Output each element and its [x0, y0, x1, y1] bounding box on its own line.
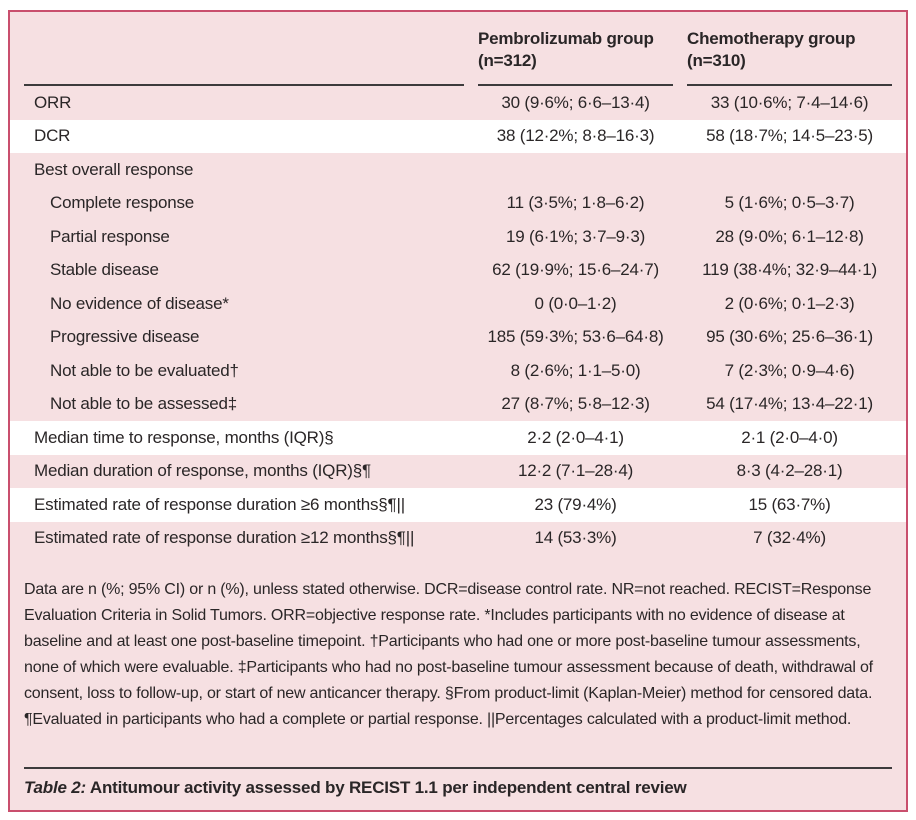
header-spacer — [24, 28, 464, 86]
row-value-pembro: 11 (3·5%; 1·8–6·2) — [506, 193, 645, 213]
row-value-chemo: 58 (18·7%; 14·5–23·5) — [706, 126, 873, 146]
row-value-pembro: 185 (59·3%; 53·6–64·8) — [487, 327, 664, 347]
row-label: Not able to be evaluated† — [50, 360, 239, 380]
row-label: Estimated rate of response duration ≥6 m… — [34, 494, 405, 514]
row-label: ORR — [34, 92, 72, 112]
table-row-not-able-to-be-evaluated: Not able to be evaluated† 8 (2·6%; 1·1–5… — [10, 354, 906, 388]
row-value-chemo: 33 (10·6%; 7·4–14·6) — [710, 92, 869, 112]
row-value-pembro: 23 (79·4%) — [534, 494, 617, 514]
row-value-pembro: 27 (8·7%; 5·8–12·3) — [501, 394, 650, 414]
header-group2-n: (n=310) — [687, 51, 746, 70]
row-label: Partial response — [50, 226, 170, 246]
row-value-pembro: 0 (0·0–1·2) — [534, 293, 617, 313]
row-value-chemo: 15 (63·7%) — [748, 494, 831, 514]
table-row-median-time-to-response: Median time to response, months (IQR)§ 2… — [10, 421, 906, 455]
caption-title: Antitumour activity assessed by RECIST 1… — [86, 778, 687, 797]
row-value-pembro: 19 (6·1%; 3·7–9·3) — [505, 226, 646, 246]
header-chemotherapy-group: Chemotherapy group (n=310) — [687, 28, 892, 86]
table-frame: Pembrolizumab group (n=312) Chemotherapy… — [8, 10, 908, 812]
table-row-estimated-rate-12-months: Estimated rate of response duration ≥12 … — [10, 522, 906, 556]
row-label: Not able to be assessed‡ — [50, 394, 238, 414]
row-label: Estimated rate of response duration ≥12 … — [34, 528, 415, 548]
table-row-estimated-rate-6-months: Estimated rate of response duration ≥6 m… — [10, 488, 906, 522]
table-row-dcr: DCR 38 (12·2%; 8·8–16·3) 58 (18·7%; 14·5… — [10, 119, 906, 153]
table-row-stable-disease: Stable disease 62 (19·9%; 15·6–24·7) 119… — [10, 254, 906, 288]
table-row-no-evidence-of-disease: No evidence of disease* 0 (0·0–1·2) 2 (0… — [10, 287, 906, 321]
row-label: Progressive disease — [50, 327, 200, 347]
row-value-chemo: 54 (17·4%; 13·4–22·1) — [706, 394, 873, 414]
row-value-pembro: 62 (19·9%; 15·6–24·7) — [492, 260, 659, 280]
row-value-pembro: 14 (53·3%) — [534, 528, 617, 548]
caption-divider — [24, 767, 892, 769]
row-value-chemo: 2 (0·6%; 0·1–2·3) — [724, 293, 855, 313]
row-value-pembro: 8 (2·6%; 1·1–5·0) — [510, 360, 641, 380]
row-value-chemo: 28 (9·0%; 6·1–12·8) — [715, 226, 864, 246]
table-row-orr: ORR 30 (9·6%; 6·6–13·4) 33 (10·6%; 7·4–1… — [10, 86, 906, 120]
table-row-progressive-disease: Progressive disease 185 (59·3%; 53·6–64·… — [10, 321, 906, 355]
table-row-not-able-to-be-assessed: Not able to be assessed‡ 27 (8·7%; 5·8–1… — [10, 388, 906, 422]
row-label: Median duration of response, months (IQR… — [34, 461, 371, 481]
row-value-chemo: 95 (30·6%; 25·6–36·1) — [706, 327, 873, 347]
row-value-chemo: 8·3 (4·2–28·1) — [736, 461, 843, 481]
row-label: Median time to response, months (IQR)§ — [34, 427, 334, 447]
row-label: DCR — [34, 126, 71, 146]
row-label: Stable disease — [50, 260, 159, 280]
table-row-partial-response: Partial response 19 (6·1%; 3·7–9·3) 28 (… — [10, 220, 906, 254]
row-value-chemo: 2·1 (2·0–4·0) — [741, 427, 838, 447]
row-value-chemo: 7 (32·4%) — [753, 528, 826, 548]
caption-table-number: Table 2: — [24, 778, 87, 797]
row-value-chemo: 5 (1·6%; 0·5–3·7) — [724, 193, 855, 213]
table-caption-block: Table 2: Antitumour activity assessed by… — [10, 767, 906, 810]
row-label: Best overall response — [34, 159, 194, 179]
table-row-complete-response: Complete response 11 (3·5%; 1·8–6·2) 5 (… — [10, 187, 906, 221]
header-pembrolizumab-group: Pembrolizumab group (n=312) — [478, 28, 673, 86]
header-group2-name: Chemotherapy group — [687, 29, 856, 48]
table-caption: Table 2: Antitumour activity assessed by… — [10, 769, 906, 798]
row-value-pembro: 38 (12·2%; 8·8–16·3) — [496, 126, 655, 146]
row-value-pembro: 30 (9·6%; 6·6–13·4) — [501, 92, 650, 112]
row-label: No evidence of disease* — [50, 293, 229, 313]
table-footnote: Data are n (%; 95% CI) or n (%), unless … — [24, 581, 873, 728]
header-group1-n: (n=312) — [478, 51, 537, 70]
table-row-median-duration-of-response: Median duration of response, months (IQR… — [10, 455, 906, 489]
table-header-row: Pembrolizumab group (n=312) Chemotherapy… — [10, 12, 906, 86]
header-group1-name: Pembrolizumab group — [478, 29, 654, 48]
row-value-pembro: 12·2 (7·1–28·4) — [517, 461, 634, 481]
row-value-chemo: 7 (2·3%; 0·9–4·6) — [724, 360, 855, 380]
table-row-best-overall-response: Best overall response — [10, 153, 906, 187]
row-label: Complete response — [50, 193, 195, 213]
row-value-pembro: 2·2 (2·0–4·1) — [527, 427, 624, 447]
row-value-chemo: 119 (38·4%; 32·9–44·1) — [702, 260, 877, 280]
